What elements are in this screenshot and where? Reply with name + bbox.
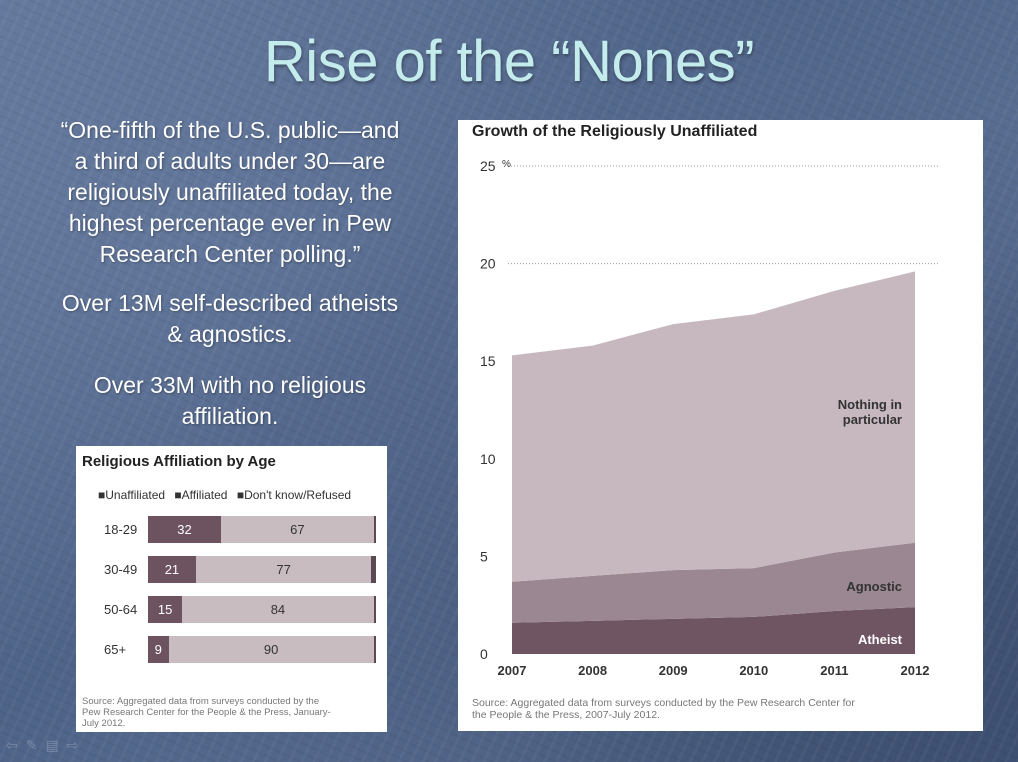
age-chart-title: Religious Affiliation by Age [82, 453, 276, 470]
bar-data-label: 32 [177, 522, 192, 537]
paragraph-line: & agnostics. [167, 321, 293, 347]
slide-title: Rise of the “Nones” [263, 29, 755, 94]
bar-data-label: 21 [164, 562, 180, 577]
paragraph-line: Over 33M with no religious [93, 372, 367, 398]
age-row-30-49: 30-49 21 77 [76, 556, 387, 583]
growth-chart-panel: 0 5 10 15 20 25% 2007 2008 2009 2010 2011 2012 Athei… [458, 120, 983, 731]
atheists-paragraph: Over 13M self-described atheists & agnos… [30, 288, 430, 350]
arrow-right-icon[interactable]: ⇨ [66, 737, 87, 753]
bar-segment-unaffiliated [148, 516, 221, 543]
y-tick-label: 10 [480, 451, 496, 467]
growth-chart-svg: 0 5 10 15 20 25 % 2007 2008 2009 2010 2011 2012 Athei… [480, 158, 938, 678]
y-tick-label: 20 [480, 256, 496, 272]
series-label: Nothing in [838, 397, 902, 412]
quote-line: highest percentage ever in Pew [68, 210, 392, 236]
age-row-50-64: 50-64 15 84 [76, 596, 387, 623]
quote-line: religiously unaffiliated today, the [67, 179, 393, 205]
age-chart-source: Source: Aggregated data from surveys con… [82, 696, 331, 729]
legend-item-affiliated: ■Affiliated [174, 488, 228, 502]
bar-segment-affiliated [220, 516, 374, 543]
quote-line: “One-fifth of the U.S. public—and [60, 117, 400, 143]
x-tick-label: 2010 [739, 663, 768, 678]
bar-data-label: 90 [263, 642, 279, 657]
bar-segment-don-t-know-refused [373, 596, 376, 623]
area-series-nothing-in-particular [512, 271, 915, 582]
quote-line: Research Center polling.” [99, 241, 361, 267]
y-tick-label: 25 [480, 158, 496, 174]
no-affiliation-paragraph: Over 33M with no religious affiliation. [30, 370, 430, 432]
bar-data-label: 77 [276, 562, 291, 577]
legend-item-unaffiliated: ■Unaffiliated [98, 488, 166, 502]
pen-icon[interactable]: ✎ [25, 737, 46, 753]
age-row-65+: 65+ 9 90 [76, 636, 387, 663]
paragraph-line: affiliation. [181, 403, 279, 429]
bar-segment-don-t-know-refused [373, 516, 376, 543]
series-label: particular [843, 412, 902, 427]
x-tick-label: 2009 [659, 663, 688, 678]
growth-chart-source: Source: Aggregated data from surveys con… [472, 697, 855, 721]
age-tick-label: 50-64 [104, 602, 138, 617]
arrow-left-icon[interactable]: ⇦ [6, 737, 26, 753]
bar-segment-unaffiliated [148, 636, 169, 663]
y-tick-label: 5 [480, 548, 488, 564]
x-tick-label: 2007 [498, 663, 527, 678]
area-series-atheist [512, 607, 915, 654]
menu-icon[interactable]: ▤ [45, 737, 67, 753]
quote-line: a third of adults under 30—are [74, 148, 386, 174]
bar-segment-affiliated [182, 596, 374, 623]
bar-segment-affiliated [168, 636, 374, 663]
bar-segment-don-t-know-refused [371, 556, 376, 583]
growth-chart-title: Growth of the Religiously Unaffiliated [472, 123, 758, 140]
y-tick-label: 15 [480, 353, 496, 369]
age-tick-label: 30-49 [104, 562, 138, 577]
age-chart-legend: ■Unaffiliated ■Affiliated ■Don't know/Re… [98, 488, 357, 502]
bar-segment-unaffiliated [148, 556, 196, 583]
paragraph-line: Over 13M self-described atheists [61, 290, 399, 316]
bar-data-label: 9 [154, 642, 162, 657]
bar-data-label: 15 [157, 602, 173, 617]
age-chart-panel: Religious Affiliation by Age ■Unaffiliat… [76, 446, 387, 732]
bar-data-label: 67 [290, 522, 305, 537]
series-label: Atheist [858, 632, 903, 647]
area-series-agnostic [512, 542, 915, 623]
x-tick-label: 2012 [901, 663, 930, 678]
age-tick-label: 18-29 [104, 522, 138, 537]
bar-segment-affiliated [195, 556, 372, 583]
y-unit-label: % [502, 159, 511, 170]
age-row-18-29: 18-29 32 67 [76, 516, 387, 543]
age-tick-label: 65+ [104, 642, 127, 657]
legend-item-dont-know: ■Don't know/Refused [236, 488, 352, 502]
quote-text: “One-fifth of the U.S. public—and a thir… [30, 115, 430, 270]
y-tick-label: 0 [480, 646, 488, 662]
bar-segment-don-t-know-refused [373, 636, 376, 663]
slide-navigation: ⇦✎▤⇨ [6, 737, 86, 754]
bar-data-label: 84 [270, 602, 286, 617]
series-label: Agnostic [846, 579, 902, 594]
x-tick-label: 2008 [578, 663, 607, 678]
x-tick-label: 2011 [820, 663, 848, 678]
bar-segment-unaffiliated [148, 596, 183, 623]
